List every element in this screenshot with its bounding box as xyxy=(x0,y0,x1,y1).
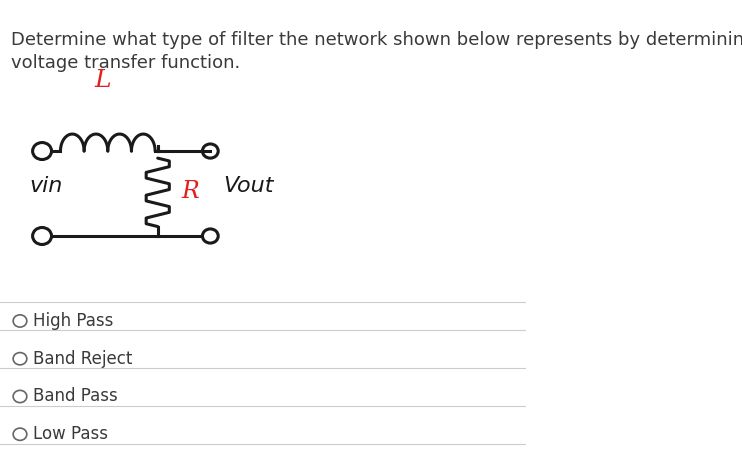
Text: High Pass: High Pass xyxy=(33,312,114,330)
Text: Vout: Vout xyxy=(223,177,274,196)
Text: vin: vin xyxy=(29,177,62,196)
Text: Determine what type of filter the network shown below represents by determining : Determine what type of filter the networ… xyxy=(10,31,742,49)
Text: R: R xyxy=(181,180,199,202)
Text: Band Reject: Band Reject xyxy=(33,350,133,368)
Text: L: L xyxy=(94,69,111,92)
Text: Band Pass: Band Pass xyxy=(33,388,118,405)
Text: voltage transfer function.: voltage transfer function. xyxy=(10,54,240,72)
Text: Low Pass: Low Pass xyxy=(33,425,108,443)
